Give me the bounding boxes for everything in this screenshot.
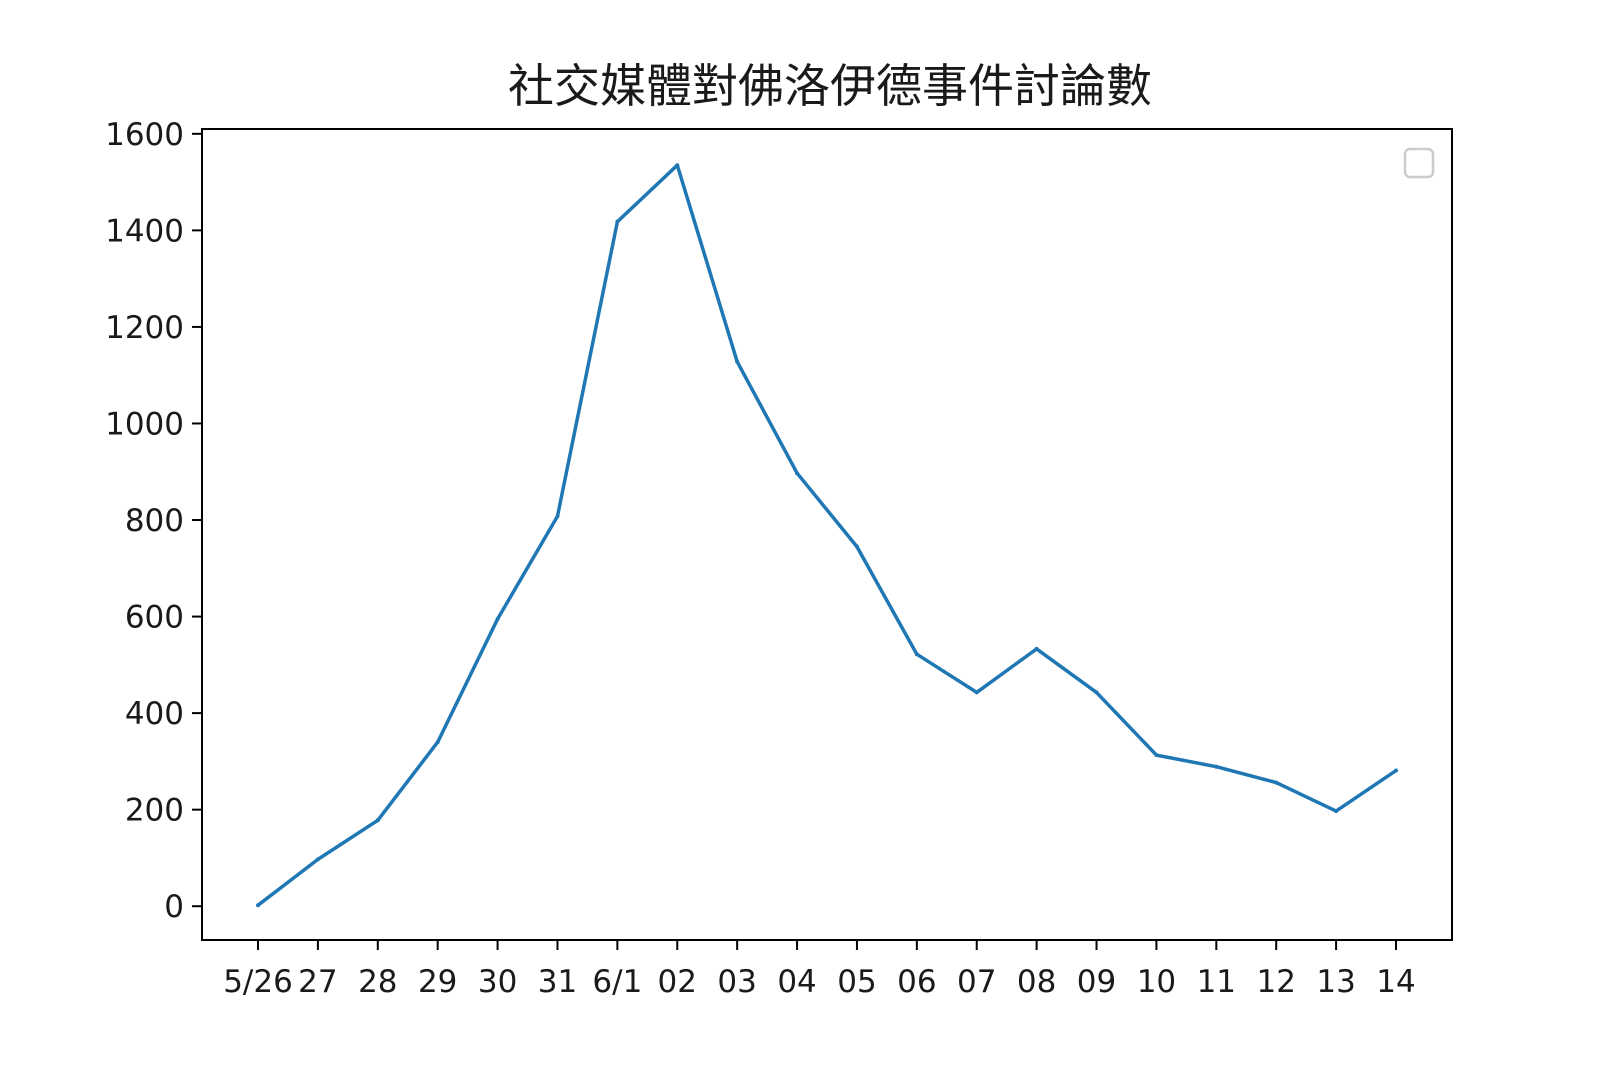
x-tick-label: 12 bbox=[1256, 964, 1295, 1000]
data-point bbox=[375, 818, 380, 823]
series-line-0 bbox=[256, 163, 1397, 907]
y-tick-label: 1200 bbox=[105, 310, 184, 346]
data-point bbox=[1214, 764, 1219, 769]
plot-series bbox=[256, 163, 1398, 908]
x-tick-label: 04 bbox=[777, 964, 816, 1000]
x-tick-label: 02 bbox=[658, 964, 697, 1000]
y-tick-label: 1400 bbox=[105, 213, 184, 249]
data-point bbox=[1274, 780, 1279, 785]
x-tick-label: 09 bbox=[1077, 964, 1116, 1000]
x-tick-label: 27 bbox=[298, 964, 337, 1000]
data-point bbox=[1334, 809, 1339, 814]
y-tick-label: 200 bbox=[125, 793, 184, 829]
data-point bbox=[795, 471, 800, 476]
data-point bbox=[435, 740, 440, 745]
data-point bbox=[495, 616, 500, 621]
x-tick-label: 10 bbox=[1137, 964, 1176, 1000]
data-point bbox=[1094, 690, 1099, 695]
x-tick-label: 07 bbox=[957, 964, 996, 1000]
x-tick-label: 14 bbox=[1376, 964, 1415, 1000]
x-axis: 5/26 27 28 29 30 31 6/1 02 03 04 05 06 07 08 09 10 11 12 1… bbox=[223, 940, 1416, 1000]
chart-title: 社交媒體對佛洛伊德事件討論數 bbox=[508, 59, 1152, 113]
y-tick-label: 600 bbox=[125, 600, 184, 636]
data-point bbox=[615, 219, 620, 224]
y-tick-label: 400 bbox=[125, 696, 184, 732]
x-tick-label: 05 bbox=[837, 964, 876, 1000]
data-point bbox=[315, 857, 320, 862]
plot-area-frame bbox=[201, 128, 1453, 941]
data-point bbox=[735, 359, 740, 364]
data-point bbox=[854, 544, 859, 549]
legend-box bbox=[1403, 147, 1435, 179]
data-point bbox=[974, 690, 979, 695]
y-axis: 0 200 400 600 800 1000 1200 1400 1600 bbox=[105, 117, 202, 925]
x-tick-label: 13 bbox=[1316, 964, 1355, 1000]
y-tick-label: 800 bbox=[125, 503, 184, 539]
y-tick-label: 1000 bbox=[105, 406, 184, 442]
x-tick-label: 5/26 bbox=[223, 964, 293, 1000]
data-point bbox=[1394, 768, 1398, 773]
data-point bbox=[675, 163, 680, 168]
data-point bbox=[1154, 753, 1159, 758]
y-tick-label: 0 bbox=[164, 889, 184, 925]
data-point bbox=[1034, 646, 1039, 651]
x-tick-label: 30 bbox=[478, 964, 517, 1000]
x-tick-label: 6/1 bbox=[592, 964, 642, 1000]
x-tick-label: 06 bbox=[897, 964, 936, 1000]
x-tick-label: 28 bbox=[358, 964, 397, 1000]
x-tick-label: 03 bbox=[717, 964, 756, 1000]
data-point bbox=[914, 652, 919, 657]
data-point bbox=[256, 903, 260, 908]
data-point bbox=[555, 514, 560, 519]
y-tick-label: 1600 bbox=[105, 117, 184, 153]
x-tick-label: 08 bbox=[1017, 964, 1056, 1000]
x-tick-label: 29 bbox=[418, 964, 457, 1000]
x-tick-label: 11 bbox=[1197, 964, 1236, 1000]
x-tick-label: 31 bbox=[538, 964, 577, 1000]
